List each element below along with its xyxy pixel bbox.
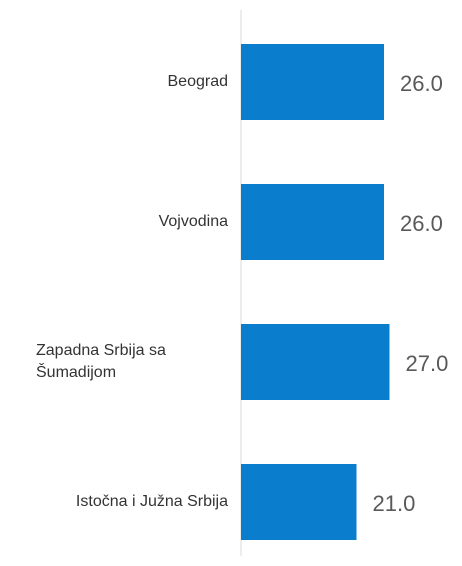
bar [241, 324, 390, 400]
bar [241, 464, 357, 540]
value-label: 26.0 [400, 71, 443, 96]
category-label: Zapadna Srbija sa Šumadijom [36, 342, 166, 381]
category-label: Vojvodina [158, 213, 228, 230]
value-label: 27.0 [406, 351, 449, 376]
category-label: Istočna i Južna Srbija [75, 493, 228, 510]
value-label: 21.0 [373, 491, 416, 516]
bar [241, 44, 384, 120]
category-label: Beograd [167, 73, 229, 90]
category-label-box: Vojvodina [0, 184, 228, 260]
category-label-box: Beograd [0, 44, 229, 120]
value-label: 26.0 [400, 211, 443, 236]
bar [241, 184, 384, 260]
category-label-box: Istočna i Južna Srbija [0, 464, 228, 540]
category-label-box: Zapadna Srbija sa Šumadijom [0, 324, 228, 400]
